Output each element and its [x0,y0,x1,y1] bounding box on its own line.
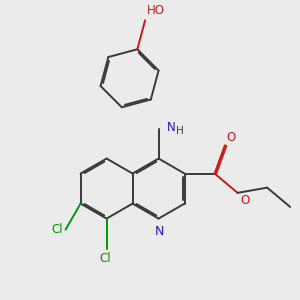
Text: N: N [167,121,175,134]
Text: H: H [176,126,184,136]
Text: O: O [226,131,236,144]
Text: HO: HO [146,4,164,17]
Text: N: N [154,225,164,238]
Text: Cl: Cl [52,223,63,236]
Text: Cl: Cl [99,252,111,265]
Text: O: O [240,194,249,207]
